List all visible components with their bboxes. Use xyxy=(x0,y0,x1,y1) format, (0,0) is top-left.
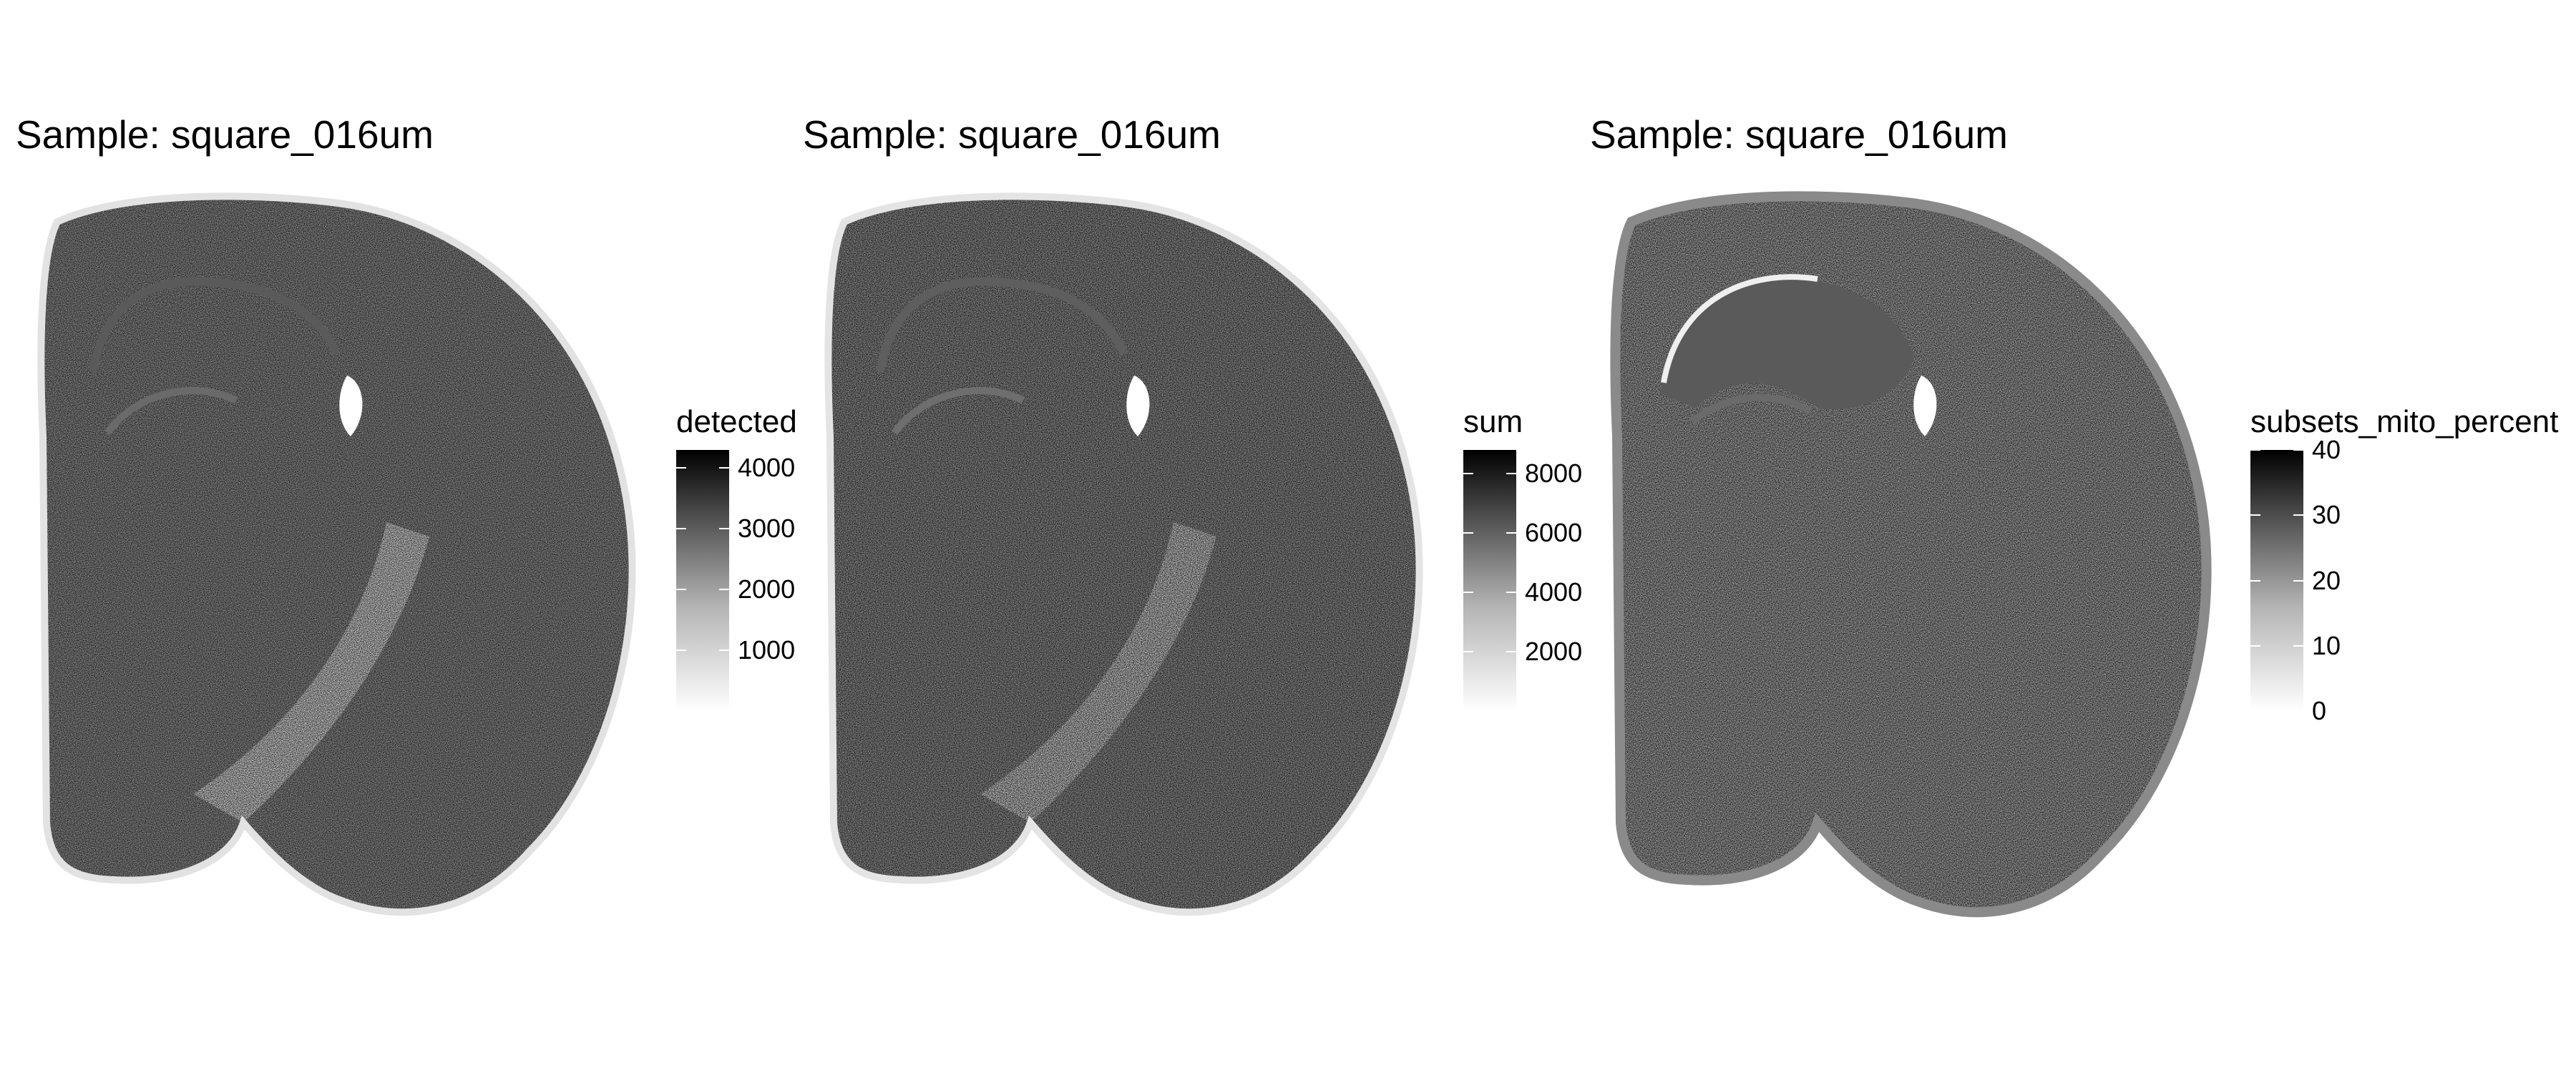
brain-section xyxy=(41,196,633,913)
colorbar-tick-mark xyxy=(1463,532,1473,534)
colorbar-tick-label: 40 xyxy=(2312,435,2341,464)
colorbar-tick-mark xyxy=(2250,645,2260,647)
legend-title: subsets_mito_percent xyxy=(2250,404,2559,439)
colorbar-tick-mark xyxy=(2293,645,2303,647)
plot-panel-detected: Sample: square_016um detected 1000 2000 30… xyxy=(0,0,797,1073)
colorbar-tick-mark xyxy=(2250,710,2260,712)
colorbar-tick-mark xyxy=(1506,473,1516,475)
panel-title: Sample: square_016um xyxy=(16,112,434,157)
colorbar-tick-mark xyxy=(2250,579,2260,582)
colorbar-tick-mark xyxy=(676,650,686,652)
hippocampus xyxy=(89,277,341,373)
colorbar-tick-label: 10 xyxy=(2312,630,2341,660)
tissue-map xyxy=(37,192,636,916)
plot-panel-mito: Sample: square_016um subsets_mito_percen… xyxy=(1574,0,2558,1073)
colorbar-tick-mark xyxy=(1506,532,1516,534)
tissue-map xyxy=(824,192,1423,916)
colorbar: 2000 4000 6000 8000 xyxy=(1463,450,1582,711)
colorbar-tick-mark xyxy=(2293,579,2303,582)
tissue-map xyxy=(1610,191,2212,918)
colorbar-tick-mark xyxy=(676,467,686,469)
colorbar-tick-label: 3000 xyxy=(738,514,796,544)
colorbar-legend: subsets_mito_percent 0 10 20 30 40 xyxy=(2250,404,2559,724)
plot-panel-sum: Sample: square_016um sum 2000 4000 6000 800… xyxy=(787,0,1582,1073)
colorbar-tick-mark xyxy=(1506,592,1516,594)
colorbar-tick-label: 2000 xyxy=(738,574,796,604)
colorbar-tick-mark xyxy=(1463,651,1473,653)
colorbar-tick-mark xyxy=(719,650,729,652)
colorbar-tick-label: 8000 xyxy=(1525,459,1583,489)
colorbar-tick-mark xyxy=(1463,473,1473,475)
ventricle xyxy=(1126,376,1150,436)
colorbar-tick-mark xyxy=(2250,449,2260,451)
colorbar-tick-label: 30 xyxy=(2312,500,2341,530)
hippocampus xyxy=(1660,278,1914,409)
colorbar-tick-mark xyxy=(2293,710,2303,712)
colorbar-tick-label: 20 xyxy=(2312,565,2341,595)
colorbar-tick-label: 4000 xyxy=(738,453,796,483)
colorbar-tick-mark xyxy=(719,589,729,591)
colorbar-gradient xyxy=(676,450,729,711)
brain-section xyxy=(828,196,1420,913)
colorbar-tick-mark xyxy=(2293,514,2303,516)
colorbar-tick-mark xyxy=(1506,651,1516,653)
colorbar-tick-mark xyxy=(719,467,729,469)
colorbar-gradient xyxy=(1463,450,1516,711)
colorbar-tick-mark xyxy=(676,589,686,591)
colorbar-tick-mark xyxy=(2250,514,2260,516)
colorbar-tick-label: 6000 xyxy=(1525,518,1583,548)
colorbar-tick-mark xyxy=(676,528,686,530)
colorbar: 1000 2000 3000 4000 xyxy=(676,450,797,711)
colorbar-tick-label: 4000 xyxy=(1525,577,1583,607)
colorbar: 0 10 20 30 40 xyxy=(2250,437,2558,724)
colorbar-tick-label: 0 xyxy=(2312,696,2327,725)
ventricle xyxy=(339,376,363,436)
colorbar-tick-label: 1000 xyxy=(738,635,796,665)
colorbar-tick-mark xyxy=(1463,592,1473,594)
panel-title: Sample: square_016um xyxy=(1590,112,2008,157)
ventricle xyxy=(1913,376,1937,436)
colorbar-legend: sum 2000 4000 6000 8000 xyxy=(1463,404,1582,711)
panel-title: Sample: square_016um xyxy=(803,112,1221,157)
colorbar-tick-label: 2000 xyxy=(1525,637,1583,667)
colorbar-tick-mark xyxy=(719,528,729,530)
hippocampus xyxy=(876,277,1128,373)
legend-title: detected xyxy=(676,404,797,439)
colorbar-tick-mark xyxy=(2293,449,2303,451)
brain-section xyxy=(1615,196,2207,913)
colorbar-legend: detected 1000 2000 3000 4000 xyxy=(676,404,797,711)
legend-title: sum xyxy=(1463,404,1523,439)
